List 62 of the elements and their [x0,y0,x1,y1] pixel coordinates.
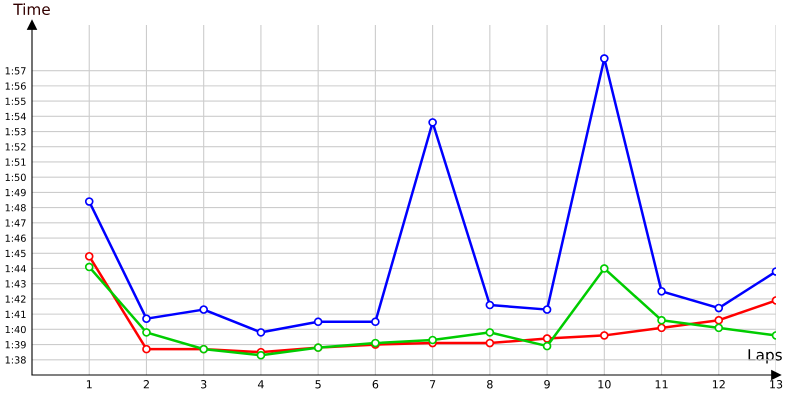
point [486,338,494,348]
y-tick-label: 1:39 [6,341,26,348]
point [714,324,724,332]
point [714,316,724,325]
point [600,331,609,340]
point [142,314,151,324]
point [542,334,552,343]
x-tick-label: 10 [598,380,611,388]
x-tick-label: 5 [315,380,321,388]
point [256,350,266,360]
y-tick-label: 1:51 [6,158,26,166]
point [600,54,609,63]
x-tick-label: 12 [712,380,725,388]
x-tick-label: 4 [258,380,264,388]
x-tick-label: 11 [656,380,668,388]
point [84,197,94,206]
y-tick-label: 1:47 [6,219,26,227]
point [142,344,151,354]
x-tick-label: 9 [544,380,550,388]
point [428,118,437,127]
y-axis-title: Time [13,3,50,16]
y-tick-label: 1:42 [6,295,26,303]
point [657,324,666,332]
y-tick-label: 1:41 [6,310,26,318]
point [142,328,151,337]
point [542,342,552,350]
point [84,252,94,261]
point [542,305,552,314]
y-tick-label: 1:50 [6,174,26,182]
x-tick-label: 1 [86,380,92,388]
point [657,316,666,325]
point [256,328,266,337]
y-tick-label: 1:38 [6,356,26,364]
point [84,262,94,272]
y-tick-label: 1:53 [6,128,26,136]
y-tick-label: 1:44 [6,265,26,272]
y-tick-label: 1:40 [6,326,26,334]
point [199,305,208,314]
x-tick-label: 13 [770,380,782,388]
x-tick-label: 7 [430,380,436,388]
y-tick-label: 1:49 [6,188,26,196]
point [314,317,322,326]
x-tick-label: 8 [487,380,493,388]
point [371,317,380,326]
x-tick-label: 3 [201,380,206,388]
point [486,300,494,310]
x-tick-label: 6 [372,380,378,388]
point [714,304,724,312]
y-tick-label: 1:43 [6,280,26,288]
y-tick-label: 1:48 [6,204,26,212]
y-tick-label: 1:52 [6,143,26,151]
point [600,264,609,273]
y-tick-label: 1:55 [6,98,26,105]
point [428,336,437,344]
y-tick-label: 1:56 [6,82,26,90]
point [486,328,494,337]
y-tick-label: 1:54 [6,112,26,120]
y-tick-label: 1:57 [6,67,26,74]
point [657,286,666,296]
y-tick-label: 1:45 [6,250,26,258]
x-tick-label: 2 [144,380,149,388]
y-tick-label: 1:46 [6,234,26,242]
